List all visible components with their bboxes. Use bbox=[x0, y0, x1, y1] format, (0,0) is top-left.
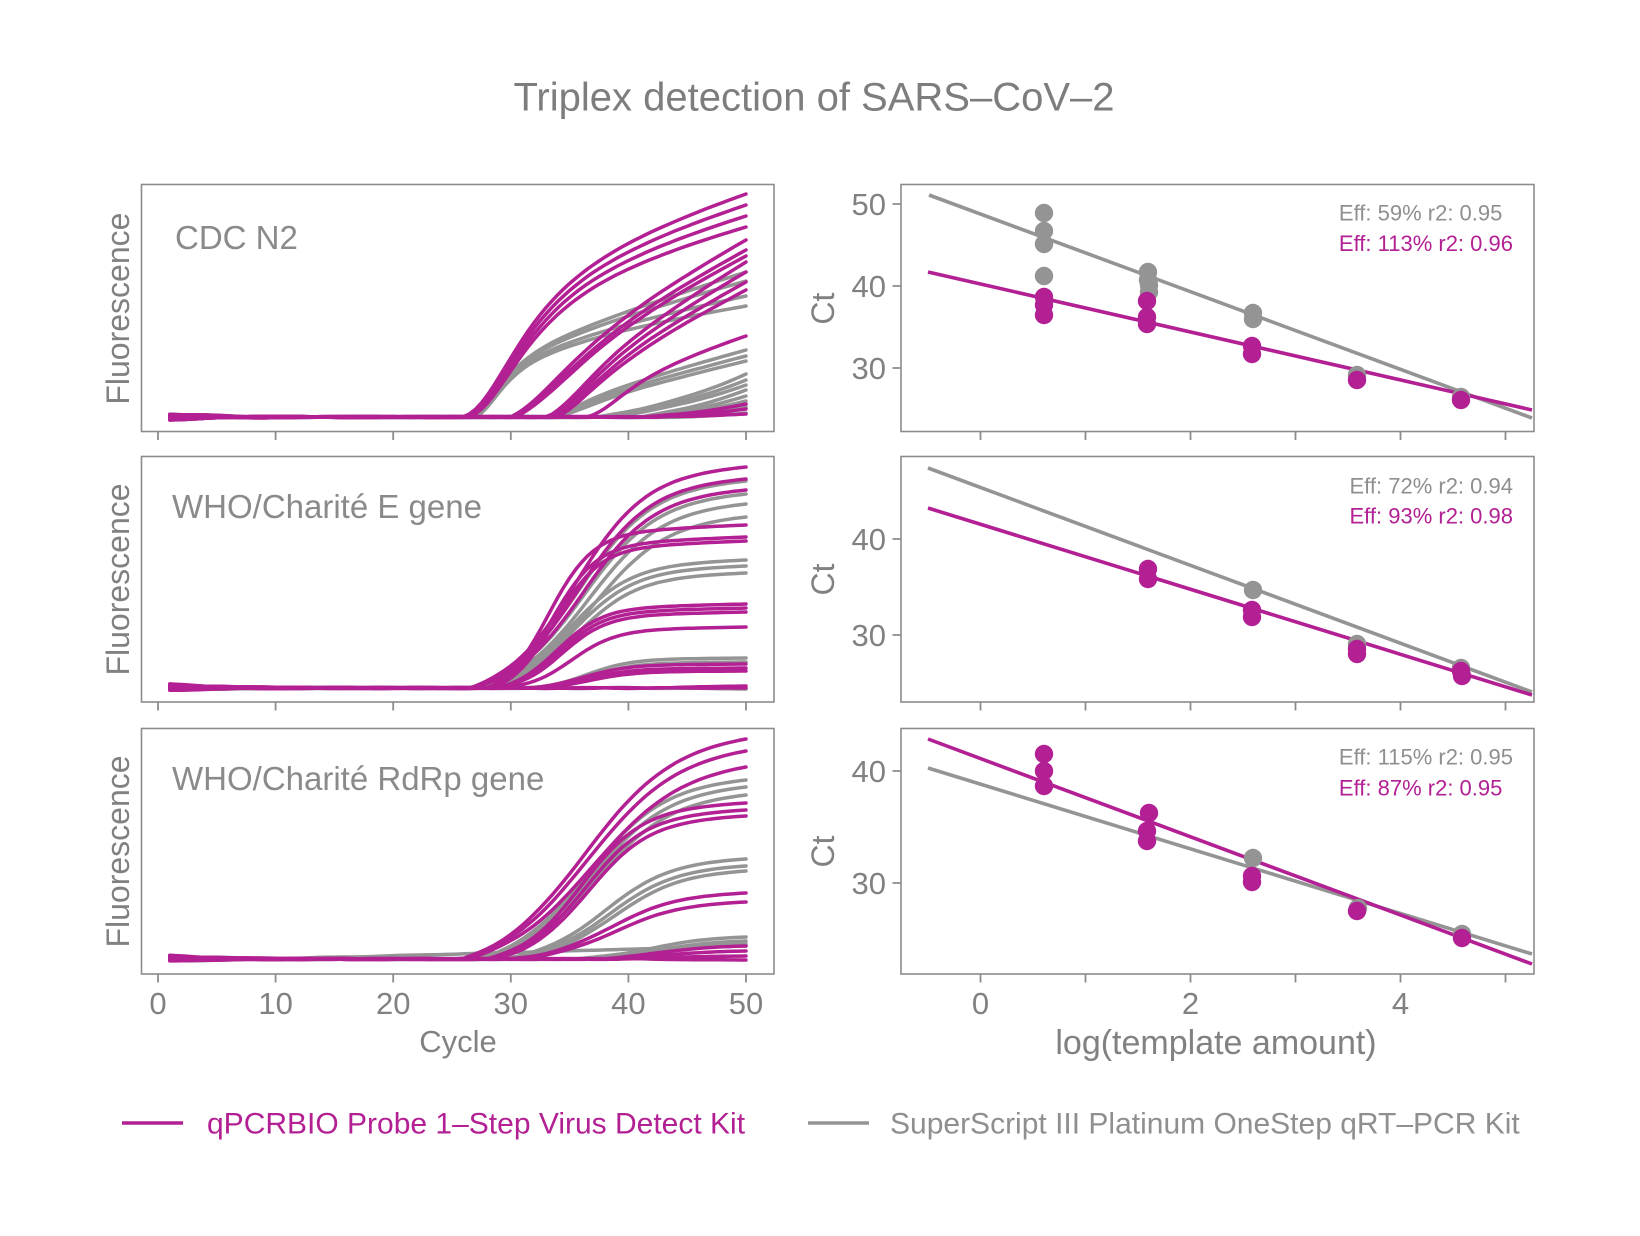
svg-text:Ct: Ct bbox=[805, 835, 841, 867]
svg-text:WHO/Charité RdRp gene: WHO/Charité RdRp gene bbox=[172, 760, 544, 797]
svg-text:30: 30 bbox=[494, 986, 528, 1021]
svg-text:40: 40 bbox=[611, 986, 645, 1021]
svg-text:Eff: 72% r2: 0.94: Eff: 72% r2: 0.94 bbox=[1350, 474, 1513, 499]
svg-text:Eff: 113% r2: 0.96: Eff: 113% r2: 0.96 bbox=[1339, 231, 1513, 256]
svg-text:qPCRBIO Probe 1–Step Virus Det: qPCRBIO Probe 1–Step Virus Detect Kit bbox=[207, 1108, 746, 1141]
svg-text:Eff: 93% r2: 0.98: Eff: 93% r2: 0.98 bbox=[1350, 504, 1513, 529]
svg-text:10: 10 bbox=[258, 986, 292, 1021]
svg-text:Triplex detection of SARS–CoV–: Triplex detection of SARS–CoV–2 bbox=[513, 76, 1114, 120]
svg-text:Cycle: Cycle bbox=[419, 1024, 497, 1059]
svg-text:0: 0 bbox=[972, 986, 989, 1021]
svg-text:Fluorescence: Fluorescence bbox=[100, 755, 136, 947]
svg-text:50: 50 bbox=[729, 986, 763, 1021]
svg-text:4: 4 bbox=[1392, 986, 1409, 1021]
svg-text:40: 40 bbox=[852, 754, 886, 789]
svg-text:WHO/Charité E gene: WHO/Charité E gene bbox=[172, 488, 482, 525]
svg-text:Fluorescence: Fluorescence bbox=[100, 213, 136, 405]
svg-text:50: 50 bbox=[852, 187, 886, 222]
svg-text:0: 0 bbox=[149, 986, 166, 1021]
svg-text:SuperScript III Platinum OneSt: SuperScript III Platinum OneStep qRT–PCR… bbox=[890, 1108, 1520, 1141]
svg-text:Eff: 59% r2: 0.95: Eff: 59% r2: 0.95 bbox=[1339, 201, 1502, 226]
svg-text:40: 40 bbox=[852, 522, 886, 557]
svg-text:Eff: 115% r2: 0.95: Eff: 115% r2: 0.95 bbox=[1339, 745, 1513, 770]
svg-text:2: 2 bbox=[1182, 986, 1199, 1021]
svg-text:20: 20 bbox=[376, 986, 410, 1021]
svg-text:30: 30 bbox=[852, 351, 886, 386]
svg-text:Ct: Ct bbox=[805, 292, 841, 324]
svg-text:Ct: Ct bbox=[805, 563, 841, 595]
svg-text:30: 30 bbox=[852, 866, 886, 901]
svg-text:CDC N2: CDC N2 bbox=[175, 219, 298, 256]
svg-text:30: 30 bbox=[852, 618, 886, 653]
svg-text:log(template amount): log(template amount) bbox=[1055, 1024, 1376, 1062]
svg-text:Eff: 87% r2: 0.95: Eff: 87% r2: 0.95 bbox=[1339, 776, 1502, 801]
svg-text:Fluorescence: Fluorescence bbox=[100, 483, 136, 675]
svg-text:40: 40 bbox=[852, 269, 886, 304]
